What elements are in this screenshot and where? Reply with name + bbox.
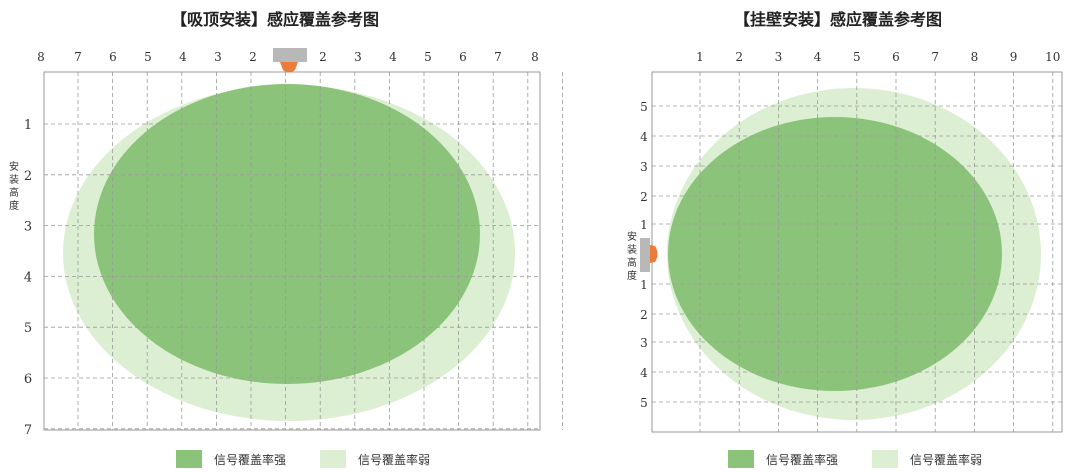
- install-height-label: 高: [627, 256, 637, 269]
- x-tick-label: 5: [424, 50, 432, 64]
- y-tick-label: 1: [640, 278, 648, 292]
- legend-weak-label: 信号覆盖率弱: [910, 452, 983, 467]
- x-tick-label: 4: [179, 50, 187, 64]
- y-tick-label: 4: [640, 130, 648, 144]
- y-tick-label: 7: [24, 423, 32, 438]
- y-tick-label: 5: [24, 321, 32, 336]
- x-tick-label: 2: [319, 50, 327, 64]
- x-tick-label: 6: [109, 50, 117, 64]
- legend-weak-label: 信号覆盖率弱: [358, 452, 431, 467]
- x-tick-label: 10: [1045, 50, 1060, 64]
- install-height-label: 度: [9, 199, 19, 212]
- y-tick-label: 5: [640, 100, 648, 114]
- y-tick-label: 1: [640, 218, 648, 232]
- ceiling-sensor-body: [273, 48, 307, 62]
- y-tick-label: 4: [24, 270, 32, 285]
- ceiling-sensor-lens: [280, 62, 298, 73]
- x-tick-label: 5: [144, 50, 152, 64]
- wall-mount-panel: 【挂壁安装】感应覆盖参考图 1 2 3 4 5 6 7 8 9 10 5 4 3 2 1 1 2 3 4 5 安装高度 …: [610, 0, 1066, 472]
- x-tick-label: 4: [389, 50, 397, 64]
- wall-sensor-lens: [650, 245, 658, 263]
- x-tick-label: 3: [214, 50, 222, 64]
- y-tick-label: 3: [640, 336, 648, 350]
- x-tick-label: 4: [814, 50, 822, 64]
- y-tick-label: 1: [24, 118, 32, 133]
- strong-coverage-zone: [668, 117, 1002, 391]
- y-tick-label: 2: [24, 169, 32, 184]
- wall-legend: 信号覆盖率强 信号覆盖率弱: [728, 450, 1016, 468]
- x-tick-label: 7: [931, 50, 939, 64]
- ceiling-title: 【吸顶安装】感应覆盖参考图: [170, 10, 379, 29]
- x-tick-label: 8: [37, 50, 45, 64]
- x-tick-label: 8: [531, 50, 539, 64]
- y-tick-label: 6: [24, 372, 32, 387]
- y-tick-label: 5: [640, 396, 648, 410]
- install-height-label: 高: [9, 186, 19, 199]
- strong-coverage-zone: [94, 84, 480, 384]
- install-height-label: 安: [627, 230, 637, 243]
- install-height-label: 装: [627, 243, 637, 256]
- x-tick-label: 3: [775, 50, 783, 64]
- x-tick-label: 3: [354, 50, 362, 64]
- install-height-label: 装: [9, 173, 19, 186]
- x-tick-label: 6: [892, 50, 900, 64]
- grid-border: [43, 71, 541, 431]
- x-tick-label: 1: [696, 50, 704, 64]
- y-tick-label: 2: [640, 308, 648, 322]
- ceiling-legend: 信号覆盖率强 信号覆盖率弱: [176, 450, 464, 468]
- install-height-label: 安: [9, 160, 19, 173]
- wall-sensor-body: [640, 238, 650, 272]
- legend-weak-swatch: [320, 450, 347, 468]
- x-tick-label: 6: [459, 50, 467, 64]
- legend-strong-swatch: [728, 450, 754, 468]
- legend-weak-swatch: [872, 450, 899, 468]
- y-tick-label: 2: [640, 190, 648, 204]
- x-tick-label: 5: [853, 50, 861, 64]
- legend-strong-swatch: [176, 450, 202, 468]
- y-tick-label: 3: [640, 160, 648, 174]
- x-tick-label: 7: [494, 50, 502, 64]
- x-tick-label: 9: [1010, 50, 1018, 64]
- wall-title: 【挂壁安装】感应覆盖参考图: [733, 10, 942, 29]
- x-tick-label: 2: [249, 50, 257, 64]
- legend-strong-label: 信号覆盖率强: [766, 452, 839, 467]
- legend-strong-label: 信号覆盖率强: [214, 452, 287, 467]
- y-tick-label: 3: [24, 220, 32, 235]
- x-tick-label: 7: [74, 50, 82, 64]
- x-tick-label: 8: [971, 50, 979, 64]
- y-tick-label: 4: [640, 366, 648, 380]
- x-tick-label: 2: [735, 50, 743, 64]
- install-height-label: 度: [627, 269, 637, 282]
